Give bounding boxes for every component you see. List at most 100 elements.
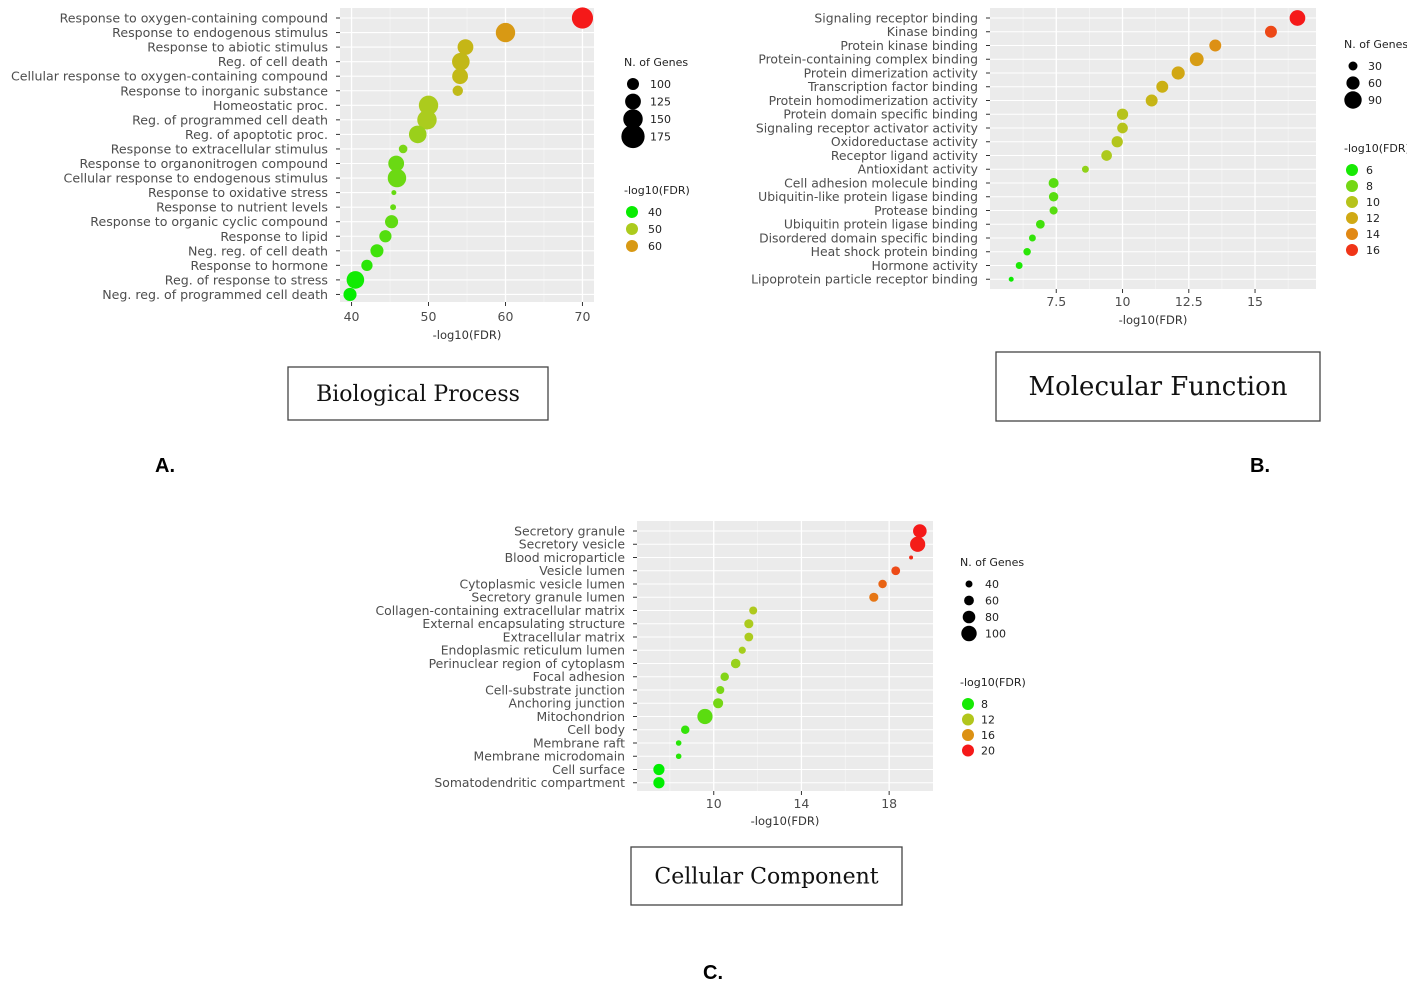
data-point	[388, 155, 405, 172]
x-tick-label: 14	[793, 796, 809, 811]
size-legend-dot	[961, 625, 977, 642]
data-point	[1028, 234, 1036, 242]
category-label: Cellular response to oxygen-containing c…	[11, 69, 328, 84]
color-legend-label: 20	[981, 745, 995, 758]
color-legend-label: 40	[648, 206, 662, 219]
category-label: Response to oxidative stress	[148, 185, 328, 200]
data-point	[744, 619, 754, 629]
color-legend-label: 16	[981, 729, 995, 742]
size-legend-dot	[962, 610, 976, 624]
data-point	[749, 606, 758, 615]
data-point	[1035, 219, 1045, 229]
category-label: Homeostatic proc.	[213, 98, 328, 113]
color-legend-title: -log10(FDR)	[624, 184, 690, 197]
category-label: Response to organonitrogen compound	[80, 156, 329, 171]
x-tick-label: 12.5	[1175, 294, 1203, 309]
data-point	[398, 144, 408, 154]
size-legend-title: N. of Genes	[960, 556, 1024, 569]
x-axis-label: -log10(FDR)	[1119, 313, 1188, 327]
data-point	[346, 271, 365, 289]
category-label: Cell surface	[552, 762, 625, 777]
data-point	[387, 168, 407, 188]
data-point	[1101, 150, 1112, 161]
category-label: Neg. reg. of programmed cell death	[102, 287, 328, 302]
data-point	[1081, 165, 1089, 173]
category-label: Vesicle lumen	[539, 563, 625, 578]
category-label: Secretory granule lumen	[471, 590, 625, 605]
data-point	[697, 708, 713, 725]
data-point	[713, 698, 724, 709]
color-legend-title: -log10(FDR)	[1344, 142, 1407, 155]
data-point	[457, 39, 474, 55]
category-label: Reg. of programmed cell death	[132, 112, 328, 127]
color-legend-dot	[962, 698, 974, 710]
category-label: Perinuclear region of cytoplasm	[429, 656, 625, 671]
panel-letter: C.	[703, 962, 723, 984]
data-point	[1171, 66, 1185, 80]
data-point	[1145, 94, 1158, 107]
panel-title: Molecular Function	[1028, 372, 1287, 402]
category-label: Cellular response to endogenous stimulus	[64, 171, 328, 186]
category-label: Disordered domain specific binding	[759, 230, 978, 245]
category-label: Membrane microdomain	[474, 749, 625, 764]
data-point	[379, 230, 392, 243]
category-label: Somatodendritic compartment	[434, 775, 625, 790]
data-point	[653, 763, 665, 776]
color-legend-label: 6	[1366, 164, 1373, 177]
data-point	[495, 22, 516, 43]
category-label: Transcription factor binding	[807, 79, 978, 94]
category-label: Cytoplasmic vesicle lumen	[459, 576, 625, 591]
category-label: Neg. reg. of cell death	[188, 243, 328, 258]
category-label: Signaling receptor activator activity	[756, 120, 978, 135]
size-legend-title: N. of Genes	[624, 56, 688, 69]
color-legend-dot	[1346, 180, 1358, 192]
size-legend-label: 60	[985, 595, 999, 608]
plot-background	[990, 8, 1316, 289]
data-point	[1289, 10, 1306, 26]
category-label: Cell adhesion molecule binding	[784, 175, 978, 190]
size-legend-dot	[625, 93, 641, 110]
color-legend-dot	[962, 729, 974, 741]
data-point	[408, 125, 427, 144]
x-tick-label: 18	[881, 796, 897, 811]
category-label: Ubiquitin-like protein ligase binding	[758, 189, 978, 204]
data-point	[738, 646, 746, 654]
category-label: Mitochondrion	[536, 709, 625, 724]
category-label: Protein homodimerization activity	[769, 93, 978, 108]
size-legend-label: 125	[650, 96, 671, 109]
size-legend-label: 80	[985, 611, 999, 624]
data-point	[1048, 192, 1059, 202]
category-label: Signaling receptor binding	[814, 10, 978, 25]
category-label: Cell body	[567, 722, 625, 737]
data-point	[417, 110, 437, 130]
category-label: Ubiquitin protein ligase binding	[784, 217, 978, 232]
data-point	[1117, 122, 1128, 134]
category-label: Hormone activity	[871, 258, 978, 273]
data-point	[1049, 206, 1058, 215]
category-label: Response to organic cyclic compound	[90, 214, 328, 229]
category-label: Protease binding	[874, 203, 978, 218]
category-label: Membrane raft	[533, 735, 625, 750]
size-legend-dot	[964, 595, 974, 606]
category-label: Anchoring junction	[509, 696, 625, 711]
data-point	[1189, 52, 1204, 67]
size-legend-label: 60	[1368, 77, 1382, 90]
category-label: Protein-containing complex binding	[758, 52, 978, 67]
color-legend-dot	[1346, 212, 1358, 224]
category-label: Secretory vesicle	[519, 537, 625, 552]
category-label: External encapsulating structure	[422, 616, 625, 631]
category-label: Protein domain specific binding	[783, 107, 978, 122]
data-point	[913, 524, 927, 538]
color-legend-label: 8	[981, 698, 988, 711]
panel-title-box	[287, 366, 549, 421]
data-point	[653, 777, 665, 789]
data-point	[391, 190, 397, 196]
color-legend-label: 12	[981, 714, 995, 727]
x-axis-label: -log10(FDR)	[751, 814, 820, 828]
data-point	[730, 658, 741, 669]
x-tick-label: 10	[1115, 294, 1131, 309]
category-label: Antioxidant activity	[858, 162, 978, 177]
data-point	[891, 566, 901, 576]
